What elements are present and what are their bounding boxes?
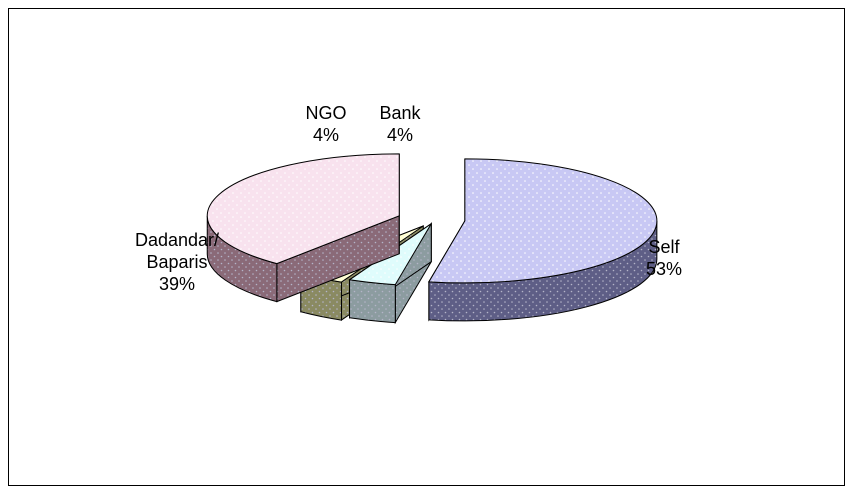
data-label-text: Bank — [379, 103, 421, 123]
pie-labels: Self 53%Bank 4%NGO 4%Dadandar/Baparis 39% — [135, 103, 682, 294]
data-label-value: 4% — [387, 125, 413, 145]
slice-top-self — [428, 158, 658, 284]
data-label-ngo: NGO 4% — [305, 103, 346, 145]
data-label-value: 53% — [646, 259, 682, 279]
data-label-text: Baparis — [146, 252, 207, 272]
pie-slice-self — [428, 158, 658, 322]
slice-rim-bank — [349, 279, 396, 324]
data-label-self: Self 53% — [646, 237, 682, 279]
data-label-text: NGO — [305, 103, 346, 123]
pie-slices — [206, 153, 658, 325]
pie-slice-dadandar-baparis — [206, 153, 400, 303]
data-label-value: 4% — [313, 125, 339, 145]
data-label-bank: Bank 4% — [379, 103, 421, 145]
data-label-text: Self — [648, 237, 680, 257]
pie-slice-bank — [348, 221, 432, 325]
slice-top-dadandar-baparis — [206, 153, 400, 265]
data-label-value: 39% — [159, 274, 195, 294]
data-label-dadandar-baparis: Dadandar/Baparis 39% — [135, 230, 219, 294]
pie-chart: Self 53%Bank 4%NGO 4%Dadandar/Baparis 39% — [135, 103, 682, 325]
data-label-text: Dadandar/ — [135, 230, 219, 250]
